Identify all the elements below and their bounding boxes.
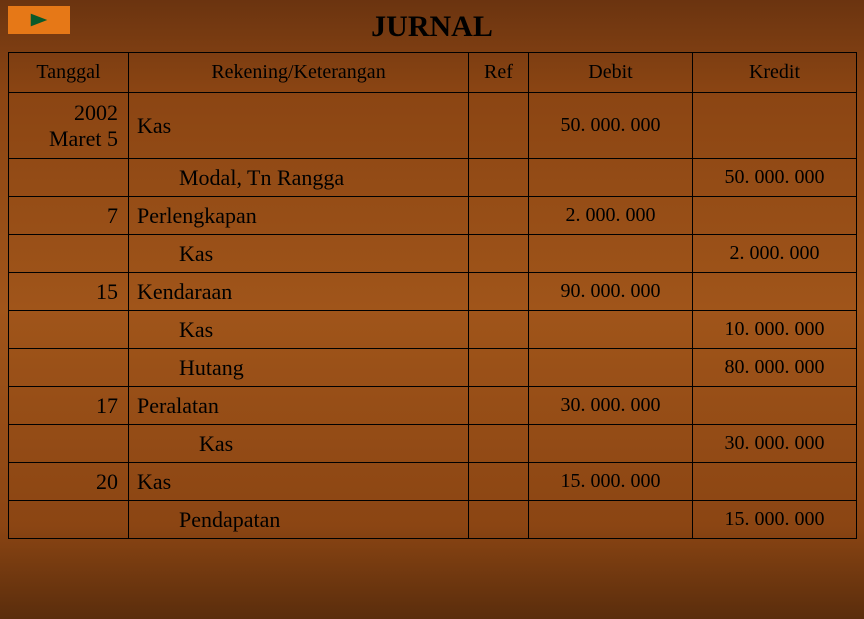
cell-debit (529, 501, 693, 539)
cell-kredit: 2. 000. 000 (693, 235, 857, 273)
cell-keterangan: Kas (129, 425, 469, 463)
cell-ref (469, 159, 529, 197)
cell-debit (529, 235, 693, 273)
cell-keterangan: Kas (129, 311, 469, 349)
cell-tanggal (9, 159, 129, 197)
cell-ref (469, 311, 529, 349)
cell-debit: 15. 000. 000 (529, 463, 693, 501)
table-body: 2002Maret 5Kas50. 000. 000Modal, Tn Rang… (9, 93, 857, 539)
cell-tanggal: 17 (9, 387, 129, 425)
table-row: 15Kendaraan 90. 000. 000 (9, 273, 857, 311)
table-row: Kas 10. 000. 000 (9, 311, 857, 349)
cell-ref (469, 463, 529, 501)
table-row: Kas 30. 000. 000 (9, 425, 857, 463)
cell-kredit: 50. 000. 000 (693, 159, 857, 197)
cell-ref (469, 93, 529, 159)
cell-tanggal: 7 (9, 197, 129, 235)
cell-keterangan: Kas (129, 93, 469, 159)
cell-keterangan: Peralatan (129, 387, 469, 425)
cell-kredit (693, 463, 857, 501)
col-kredit: Kredit (693, 53, 857, 93)
cell-keterangan: Kas (129, 463, 469, 501)
cell-tanggal (9, 425, 129, 463)
cell-ref (469, 273, 529, 311)
cell-ref (469, 235, 529, 273)
cell-kredit: 80. 000. 000 (693, 349, 857, 387)
table-row: Hutang 80. 000. 000 (9, 349, 857, 387)
nav-next-button[interactable] (8, 6, 70, 34)
table-row: 17Peralatan 30. 000. 000 (9, 387, 857, 425)
cell-tanggal: 15 (9, 273, 129, 311)
table-row: Pendapatan 15. 000. 000 (9, 501, 857, 539)
cell-keterangan: Pendapatan (129, 501, 469, 539)
cell-debit (529, 349, 693, 387)
cell-debit: 30. 000. 000 (529, 387, 693, 425)
cell-debit (529, 159, 693, 197)
cell-tanggal (9, 235, 129, 273)
cell-kredit (693, 93, 857, 159)
cell-tanggal: 20 (9, 463, 129, 501)
journal-table: Tanggal Rekening/Keterangan Ref Debit Kr… (8, 52, 857, 539)
cell-keterangan: Modal, Tn Rangga (129, 159, 469, 197)
page-title: JURNAL (0, 0, 864, 52)
cell-tanggal: 2002Maret 5 (9, 93, 129, 159)
table-row: Kas 2. 000. 000 (9, 235, 857, 273)
table-row: 7Perlengkapan 2. 000. 000 (9, 197, 857, 235)
cell-ref (469, 501, 529, 539)
table-row: 2002Maret 5Kas 50. 000. 000 (9, 93, 857, 159)
cell-keterangan: Kas (129, 235, 469, 273)
cell-kredit: 30. 000. 000 (693, 425, 857, 463)
col-tanggal: Tanggal (9, 53, 129, 93)
cell-tanggal (9, 349, 129, 387)
cell-debit (529, 425, 693, 463)
cell-keterangan: Kendaraan (129, 273, 469, 311)
cell-debit (529, 311, 693, 349)
cell-ref (469, 349, 529, 387)
cell-ref (469, 387, 529, 425)
table-row: 20Kas 15. 000. 000 (9, 463, 857, 501)
cell-ref (469, 197, 529, 235)
cell-tanggal (9, 501, 129, 539)
cell-keterangan: Perlengkapan (129, 197, 469, 235)
table-header-row: Tanggal Rekening/Keterangan Ref Debit Kr… (9, 53, 857, 93)
col-rekening: Rekening/Keterangan (129, 53, 469, 93)
play-icon (28, 11, 50, 29)
cell-kredit (693, 387, 857, 425)
cell-kredit: 10. 000. 000 (693, 311, 857, 349)
col-debit: Debit (529, 53, 693, 93)
cell-tanggal (9, 311, 129, 349)
cell-debit: 90. 000. 000 (529, 273, 693, 311)
cell-kredit: 15. 000. 000 (693, 501, 857, 539)
cell-debit: 2. 000. 000 (529, 197, 693, 235)
cell-kredit (693, 197, 857, 235)
cell-keterangan: Hutang (129, 349, 469, 387)
cell-debit: 50. 000. 000 (529, 93, 693, 159)
cell-ref (469, 425, 529, 463)
table-row: Modal, Tn Rangga 50. 000. 000 (9, 159, 857, 197)
col-ref: Ref (469, 53, 529, 93)
cell-kredit (693, 273, 857, 311)
journal-table-wrap: Tanggal Rekening/Keterangan Ref Debit Kr… (8, 52, 856, 539)
